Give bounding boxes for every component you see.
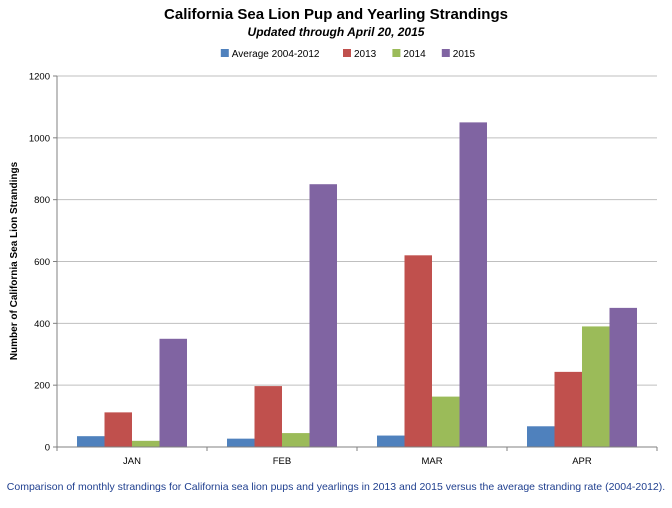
bar bbox=[254, 386, 282, 447]
y-tick-label: 200 bbox=[34, 381, 50, 392]
bar bbox=[432, 396, 460, 447]
legend-swatch bbox=[441, 49, 450, 57]
legend-label: 2014 bbox=[403, 49, 426, 60]
x-tick-label: MAR bbox=[421, 456, 442, 467]
y-tick-label: 600 bbox=[34, 257, 50, 268]
y-tick-label: 1200 bbox=[29, 72, 50, 83]
figure-caption: Comparison of monthly strandings for Cal… bbox=[6, 481, 666, 493]
chart-subtitle: Updated through April 20, 2015 bbox=[248, 25, 425, 39]
y-tick-label: 1000 bbox=[29, 133, 50, 144]
y-tick-label: 400 bbox=[34, 319, 50, 330]
y-tick-labels: 0 200 400 600 800 1000 1200 bbox=[29, 72, 50, 454]
legend-swatch bbox=[343, 49, 351, 57]
bar bbox=[77, 436, 105, 447]
y-axis-label: Number of California Sea Lion Strandings bbox=[9, 161, 20, 360]
chart-title: California Sea Lion Pup and Yearling Str… bbox=[164, 6, 508, 23]
bar bbox=[377, 435, 405, 447]
bar bbox=[609, 307, 637, 447]
bar bbox=[404, 255, 432, 447]
legend-swatch bbox=[220, 49, 229, 57]
legend-label: 2015 bbox=[453, 49, 476, 60]
bar bbox=[132, 440, 160, 447]
x-tick-label: JAN bbox=[123, 456, 141, 467]
bar bbox=[309, 184, 337, 448]
legend: Average 2004-2012 2013 2014 2015 bbox=[220, 49, 476, 60]
bar bbox=[159, 338, 187, 447]
x-tick-label: FEB bbox=[273, 456, 291, 467]
bar bbox=[582, 326, 610, 447]
bar bbox=[104, 412, 132, 447]
axes bbox=[53, 75, 658, 451]
bar bbox=[554, 371, 582, 447]
legend-label: 2013 bbox=[354, 49, 377, 60]
chart: California Sea Lion Pup and Yearling Str… bbox=[9, 6, 658, 467]
gridlines bbox=[57, 75, 657, 386]
bar bbox=[282, 433, 310, 447]
bar bbox=[227, 438, 255, 447]
legend-swatch bbox=[392, 49, 401, 57]
bars bbox=[77, 122, 637, 448]
legend-label: Average 2004-2012 bbox=[232, 49, 320, 60]
y-tick-label: 0 bbox=[45, 443, 50, 454]
bar bbox=[459, 122, 487, 447]
x-tick-labels: JAN FEB MAR APR bbox=[123, 456, 592, 467]
y-tick-label: 800 bbox=[34, 195, 50, 206]
x-tick-label: APR bbox=[572, 456, 592, 467]
bar bbox=[527, 426, 555, 447]
